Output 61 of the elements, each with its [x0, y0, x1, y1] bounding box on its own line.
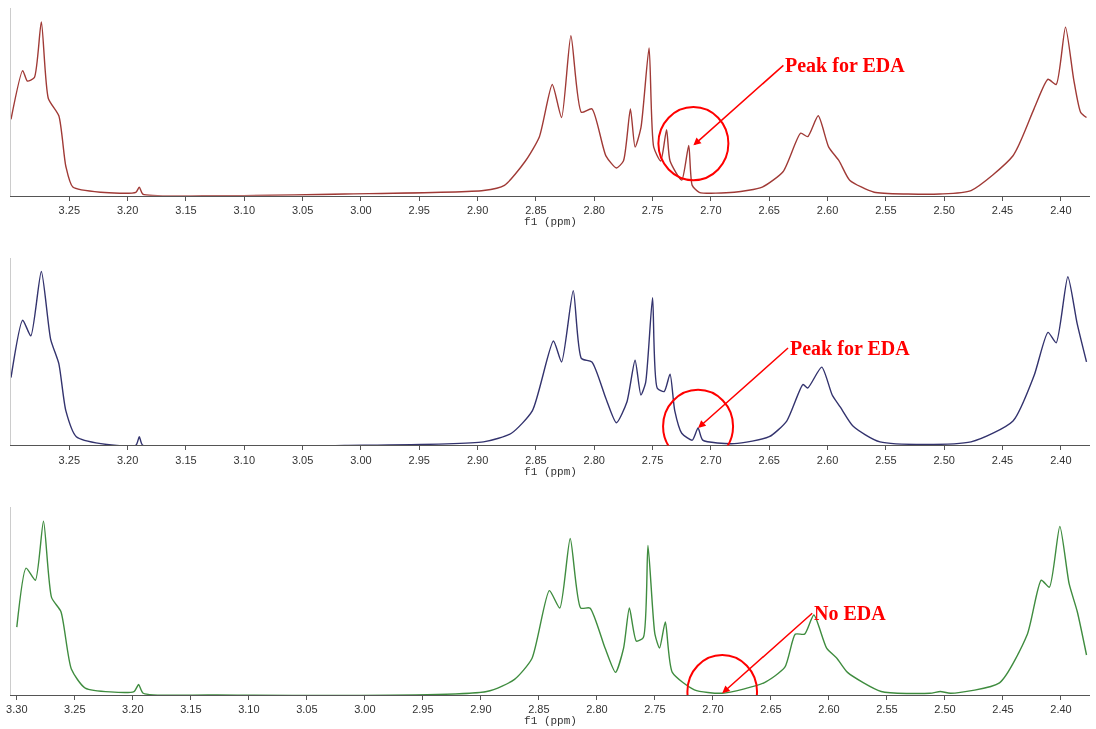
x-tick-label: 2.90 — [466, 203, 489, 216]
x-tick-label: 2.85 — [525, 453, 547, 466]
x-tick-label: 2.50 — [933, 203, 955, 216]
x-tick-label: 3.10 — [233, 453, 256, 466]
x-tick-label: 2.80 — [583, 203, 605, 216]
x-tick-label: 3.05 — [296, 703, 318, 716]
x-axis-title: f1 (ppm) — [524, 715, 577, 728]
annotation: Peak for EDA — [785, 54, 906, 76]
x-tick-label: 3.00 — [350, 203, 372, 216]
x-tick-label: 3.10 — [233, 203, 256, 216]
x-tick-label: 2.75 — [641, 453, 664, 466]
x-tick-label: 2.45 — [991, 453, 1014, 466]
x-tick-label: 2.65 — [760, 703, 782, 716]
x-tick-label: 3.15 — [175, 453, 197, 466]
x-tick-label: 2.55 — [875, 453, 897, 466]
x-tick-label: 2.60 — [818, 703, 840, 716]
x-tick-label: 2.40 — [1050, 203, 1072, 216]
x-tick-label: 2.65 — [758, 453, 780, 466]
x-tick-label: 3.20 — [116, 453, 139, 466]
x-tick-label: 3.05 — [291, 203, 314, 216]
x-tick-label: 2.75 — [641, 203, 664, 216]
x-tick-label: 3.25 — [64, 703, 86, 716]
x-tick-label: 2.80 — [586, 703, 608, 716]
x-tick-label: 2.40 — [1050, 453, 1072, 466]
x-tick-label: 2.90 — [466, 453, 489, 466]
x-tick-label: 2.85 — [528, 703, 550, 716]
x-tick-label: 2.95 — [408, 453, 430, 466]
x-tick-label: 3.20 — [122, 703, 144, 716]
x-tick-label: 2.70 — [700, 203, 722, 216]
x-axis-title: f1 (ppm) — [524, 465, 577, 478]
x-axis-title: f1 (ppm) — [524, 215, 577, 228]
x-tick-label: 2.70 — [700, 453, 722, 466]
x-tick-label: 2.95 — [412, 703, 434, 716]
x-tick-label: 3.00 — [350, 453, 372, 466]
x-tick-label: 3.10 — [238, 703, 260, 716]
x-tick-label: 2.65 — [758, 203, 780, 216]
x-tick-label: 3.30 — [6, 703, 28, 716]
x-tick-label: 2.60 — [816, 453, 839, 466]
x-tick-label: 2.50 — [934, 703, 956, 716]
x-tick-label: 3.00 — [354, 703, 376, 716]
x-tick-label: 3.15 — [180, 703, 202, 716]
x-tick-label: 2.55 — [875, 203, 897, 216]
x-tick-label: 2.95 — [408, 203, 430, 216]
x-tick-label: 3.15 — [175, 203, 197, 216]
annotation: No EDA — [814, 602, 887, 624]
x-tick-label: 3.05 — [291, 453, 314, 466]
x-tick-label: 2.40 — [1050, 703, 1072, 716]
x-tick-label: 2.45 — [992, 703, 1014, 716]
x-tick-label: 2.55 — [876, 703, 898, 716]
x-tick-label: 2.45 — [991, 203, 1014, 216]
x-tick-label: 2.85 — [525, 203, 547, 216]
x-tick-label: 2.75 — [644, 703, 666, 716]
x-tick-label: 2.50 — [933, 453, 955, 466]
x-tick-label: 3.20 — [116, 203, 139, 216]
annotation: Peak for EDA — [790, 337, 911, 359]
x-tick-label: 2.70 — [702, 703, 724, 716]
x-tick-label: 2.60 — [816, 203, 839, 216]
x-tick-label: 2.80 — [583, 453, 605, 466]
x-tick-label: 3.25 — [58, 453, 81, 466]
x-tick-label: 3.25 — [58, 203, 81, 216]
x-tick-label: 2.90 — [470, 703, 492, 716]
